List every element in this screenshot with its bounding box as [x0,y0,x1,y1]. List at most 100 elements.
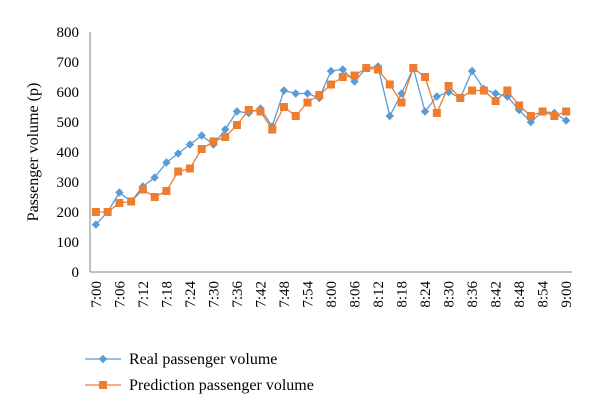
data-point [91,220,101,229]
x-tick-label: 8:54 [536,281,552,308]
data-point [303,98,312,107]
x-tick-labels: 7:00 7:06 7:12 7:18 7:24 7:30 7:36 7:42 7:48 7:54… [89,281,575,308]
data-point [432,109,441,117]
data-point [338,73,347,81]
x-tick-label: 7:48 [277,281,293,308]
x-tick-label: 7:06 [112,281,128,308]
x-tick-label: 7:24 [183,281,199,308]
data-point [162,158,171,167]
legend-marker [98,354,108,364]
data-point [538,107,547,116]
x-tick-label: 8:18 [395,281,411,308]
y-tick-label: 500 [57,115,80,131]
data-point [491,97,500,105]
data-point [174,167,183,176]
data-point [209,137,218,146]
x-tick-label: 8:06 [348,281,364,308]
data-point [385,111,394,121]
data-point [103,208,112,216]
data-point [162,187,171,195]
y-tick-label: 400 [57,145,80,161]
x-tick-label: 7:18 [159,281,175,308]
y-axis-title: Passenger volume (p) [25,83,42,222]
data-point [420,107,430,116]
data-point [467,66,477,76]
y-tick-label: 100 [57,235,80,251]
data-point [562,107,571,116]
data-point [173,149,183,158]
data-point [115,199,124,207]
legend-label: Prediction passenger volume [129,377,314,394]
data-point [279,86,289,95]
data-point [397,98,406,107]
data-point [197,145,206,153]
data-point [232,121,241,129]
data-point [385,80,394,89]
x-tick-label: 8:42 [489,281,505,308]
data-point [244,106,253,114]
data-point [115,188,124,197]
data-point [362,64,371,72]
data-point [456,94,465,102]
data-point [232,107,242,116]
data-point [138,185,147,194]
x-tick-label: 7:36 [230,281,246,308]
x-tick-label: 7:12 [136,281,152,308]
data-point [291,89,300,98]
data-point [91,208,100,216]
y-tick-label: 700 [57,55,80,71]
data-point [432,92,442,101]
x-tick-label: 7:54 [300,281,316,308]
data-point [526,112,535,120]
data-point [268,125,277,134]
data-point [374,65,383,74]
data-point [326,66,336,76]
data-point [127,197,136,206]
legend-label: Real passenger volume [129,351,277,368]
data-point [444,82,453,90]
y-tick-label: 0 [72,265,80,281]
data-point [491,89,500,98]
data-point [338,65,347,74]
data-point [561,116,571,125]
x-tick-label: 8:12 [371,281,387,308]
series-layer [91,62,571,229]
x-tick-label: 7:42 [253,281,269,308]
data-point [550,112,559,120]
legend-marker [99,381,107,389]
x-tick-label: 8:48 [512,281,528,308]
data-point [327,80,335,89]
data-point [197,131,206,140]
y-tick-labels: 0 100 200 300 400 500 600 700 800 [57,25,80,281]
data-point [421,73,430,81]
data-point [279,103,288,111]
data-point [409,64,418,72]
y-tick-label: 800 [57,25,80,41]
y-tick-label: 200 [57,205,80,221]
x-tick-label: 8:00 [324,281,340,308]
x-tick-label: 8:24 [418,281,434,308]
data-point [291,112,300,120]
y-tick-label: 600 [57,85,80,101]
legend: Real passenger volume Prediction passenge… [85,351,314,394]
data-point [150,193,159,201]
data-point [256,107,265,116]
data-point [185,164,194,173]
series-prediction [91,64,571,216]
x-tick-label: 9:00 [559,281,575,308]
y-tick-label: 300 [57,175,80,191]
data-point [315,91,324,99]
data-point [479,86,488,95]
data-point [468,86,477,95]
data-point [503,86,512,95]
x-tick-label: 8:30 [442,281,458,308]
data-point [221,133,230,141]
data-point [350,71,359,80]
x-tick-label: 7:00 [89,281,105,308]
data-point [185,140,195,149]
data-point [515,101,524,110]
x-tick-label: 8:36 [465,281,481,308]
data-point [150,173,159,182]
x-tick-label: 7:30 [206,281,222,308]
